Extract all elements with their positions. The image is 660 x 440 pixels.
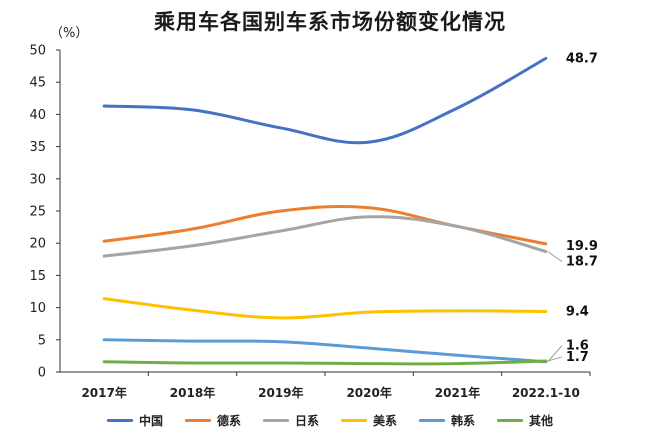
y-tick-label: 30 [29,172,46,187]
legend-item-其他: 其他 [497,412,553,429]
data-point-中国-3 [367,140,371,144]
data-point-中国-0 [102,104,106,108]
legend-item-美系: 美系 [341,412,397,429]
data-point-韩系-1 [191,339,194,343]
legend-swatch [184,419,211,422]
legend-item-中国: 中国 [106,412,163,429]
series-line-其他 [102,359,548,366]
data-point-其他-5 [544,359,548,363]
legend-swatch [497,419,524,422]
data-point-韩系-4 [456,354,459,357]
x-tick-label: 2019年 [258,385,303,400]
y-tick-label: 0 [38,366,46,381]
data-label-其他: 1.7 [566,350,589,365]
x-tick-label: 2017年 [81,385,126,400]
data-point-韩系-2 [279,340,283,343]
data-point-其他-2 [279,361,283,365]
data-point-美系-0 [102,297,106,300]
y-tick-label: 50 [29,44,46,59]
data-point-韩系-3 [367,346,371,350]
legend-label: 日系 [294,414,319,428]
legend-item-韩系: 韩系 [419,412,475,429]
legend-label: 德系 [216,414,241,428]
data-point-中国-2 [279,126,283,130]
data-point-其他-1 [191,361,194,365]
x-tick-label: 2022.1-10 [512,386,580,400]
data-point-美系-1 [191,308,194,312]
label-leader-韩系 [547,345,563,362]
legend-item-日系: 日系 [262,412,319,429]
data-point-德系-5 [544,242,548,246]
data-label-日系: 18.7 [566,255,598,270]
chart-title: 乘用车各国别车系市场份额变化情况 [154,10,506,34]
data-point-美系-5 [544,310,548,313]
y-tick-label: 25 [29,205,46,220]
legend-item-德系: 德系 [184,412,241,429]
x-tick-label: 2020年 [346,385,391,400]
data-point-日系-3 [367,215,371,218]
legend-swatch [419,419,446,422]
legend-label: 美系 [373,414,398,428]
label-leader-其他 [547,356,562,362]
series-line-韩系 [102,338,548,364]
data-point-韩系-0 [102,338,106,341]
legend-label: 中国 [138,414,163,428]
data-point-日系-2 [279,229,283,233]
y-tick-label: 40 [29,108,46,123]
legend-label: 其他 [529,414,554,428]
y-tick-label: 20 [29,237,46,252]
legend: 中国 德系 日系 美系 韩系 其他 [0,412,660,429]
data-point-德系-2 [279,209,283,213]
y-tick-label: 45 [29,76,46,91]
x-tick-label: 2018年 [170,385,215,400]
data-point-其他-0 [102,360,106,363]
series-line-日系 [102,215,548,258]
legend-label: 韩系 [451,414,476,428]
data-point-美系-4 [456,309,459,313]
x-tick-label: 2021年 [435,385,480,400]
data-point-德系-3 [367,206,371,209]
data-label-美系: 9.4 [566,304,589,319]
legend-swatch [106,419,133,422]
data-point-德系-0 [102,240,106,243]
y-tick-label: 5 [38,333,46,348]
label-leader-日系 [547,251,563,262]
y-tick-label: 10 [29,301,46,316]
data-point-中国-1 [191,108,194,112]
data-label-韩系: 1.6 [566,339,589,354]
data-point-美系-2 [279,316,283,320]
data-label-德系: 19.9 [566,239,598,254]
series-line-中国 [102,56,548,145]
data-label-中国: 48.7 [566,51,598,66]
y-tick-label: 35 [29,140,46,155]
legend-swatch [341,419,367,422]
data-point-日系-5 [544,250,548,253]
data-point-日系-0 [102,254,106,258]
data-point-中国-4 [456,106,459,110]
data-point-其他-3 [367,362,371,365]
data-point-日系-4 [456,225,459,228]
y-axis-unit: （%） [50,26,89,41]
y-tick-label: 15 [29,269,46,284]
data-point-日系-1 [191,244,194,247]
series-line-美系 [102,297,548,320]
series-line-德系 [102,205,548,246]
data-point-德系-1 [191,227,194,231]
data-point-美系-3 [367,310,371,314]
data-point-其他-4 [456,362,459,365]
legend-swatch [262,419,289,422]
data-point-中国-5 [544,57,548,60]
